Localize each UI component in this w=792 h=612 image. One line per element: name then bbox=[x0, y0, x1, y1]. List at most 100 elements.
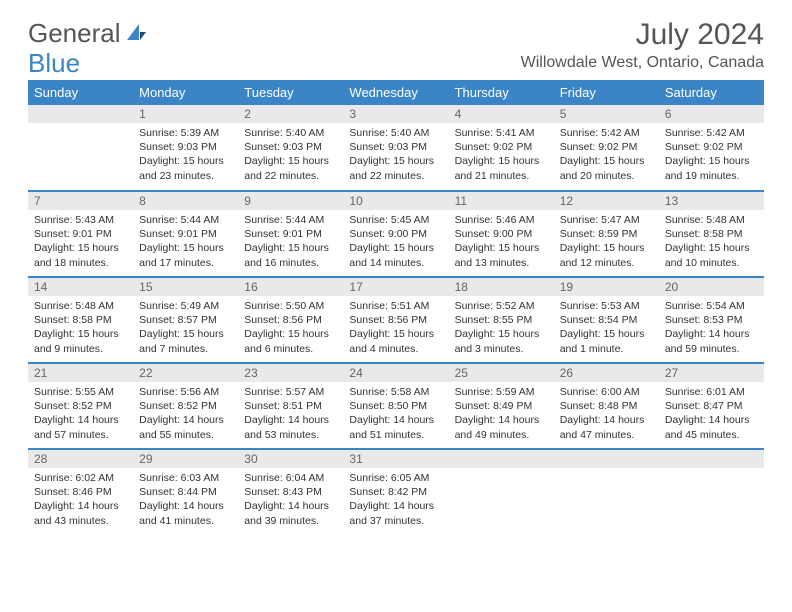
daylight-text: Daylight: 15 hours and 16 minutes. bbox=[244, 241, 337, 269]
day-cell: 14Sunrise: 5:48 AMSunset: 8:58 PMDayligh… bbox=[28, 277, 133, 363]
day-number: 2 bbox=[238, 105, 343, 123]
day-number: 3 bbox=[343, 105, 448, 123]
sunset-text: Sunset: 8:53 PM bbox=[665, 313, 758, 327]
day-details: Sunrise: 5:42 AMSunset: 9:02 PMDaylight:… bbox=[554, 123, 659, 189]
day-number: 9 bbox=[238, 192, 343, 210]
day-details: Sunrise: 5:44 AMSunset: 9:01 PMDaylight:… bbox=[133, 210, 238, 276]
day-details: Sunrise: 5:52 AMSunset: 8:55 PMDaylight:… bbox=[449, 296, 554, 362]
daylight-text: Daylight: 15 hours and 22 minutes. bbox=[244, 154, 337, 182]
sunset-text: Sunset: 9:03 PM bbox=[349, 140, 442, 154]
day-cell: 13Sunrise: 5:48 AMSunset: 8:58 PMDayligh… bbox=[659, 191, 764, 277]
day-number: 23 bbox=[238, 364, 343, 382]
daylight-text: Daylight: 14 hours and 45 minutes. bbox=[665, 413, 758, 441]
day-details: Sunrise: 5:53 AMSunset: 8:54 PMDaylight:… bbox=[554, 296, 659, 362]
day-details: Sunrise: 5:54 AMSunset: 8:53 PMDaylight:… bbox=[659, 296, 764, 362]
sunrise-text: Sunrise: 5:40 AM bbox=[244, 126, 337, 140]
sunset-text: Sunset: 9:03 PM bbox=[244, 140, 337, 154]
day-number: 17 bbox=[343, 278, 448, 296]
day-cell: 22Sunrise: 5:56 AMSunset: 8:52 PMDayligh… bbox=[133, 363, 238, 449]
sunset-text: Sunset: 8:47 PM bbox=[665, 399, 758, 413]
day-details: Sunrise: 6:03 AMSunset: 8:44 PMDaylight:… bbox=[133, 468, 238, 534]
day-details: Sunrise: 5:56 AMSunset: 8:52 PMDaylight:… bbox=[133, 382, 238, 448]
day-cell: 29Sunrise: 6:03 AMSunset: 8:44 PMDayligh… bbox=[133, 449, 238, 535]
sunrise-text: Sunrise: 5:42 AM bbox=[560, 126, 653, 140]
day-details: Sunrise: 5:46 AMSunset: 9:00 PMDaylight:… bbox=[449, 210, 554, 276]
day-details: Sunrise: 5:42 AMSunset: 9:02 PMDaylight:… bbox=[659, 123, 764, 189]
day-number: 28 bbox=[28, 450, 133, 468]
sunrise-text: Sunrise: 5:52 AM bbox=[455, 299, 548, 313]
daylight-text: Daylight: 15 hours and 13 minutes. bbox=[455, 241, 548, 269]
daylight-text: Daylight: 15 hours and 7 minutes. bbox=[139, 327, 232, 355]
day-details: Sunrise: 5:48 AMSunset: 8:58 PMDaylight:… bbox=[28, 296, 133, 362]
day-details: Sunrise: 5:43 AMSunset: 9:01 PMDaylight:… bbox=[28, 210, 133, 276]
day-details: Sunrise: 5:51 AMSunset: 8:56 PMDaylight:… bbox=[343, 296, 448, 362]
sunrise-text: Sunrise: 6:01 AM bbox=[665, 385, 758, 399]
sunrise-text: Sunrise: 5:58 AM bbox=[349, 385, 442, 399]
day-cell: 11Sunrise: 5:46 AMSunset: 9:00 PMDayligh… bbox=[449, 191, 554, 277]
header: General July 2024 Willowdale West, Ontar… bbox=[28, 18, 764, 72]
sunrise-text: Sunrise: 5:47 AM bbox=[560, 213, 653, 227]
sunset-text: Sunset: 9:00 PM bbox=[455, 227, 548, 241]
day-details: Sunrise: 6:01 AMSunset: 8:47 PMDaylight:… bbox=[659, 382, 764, 448]
daylight-text: Daylight: 15 hours and 21 minutes. bbox=[455, 154, 548, 182]
dayheader-mon: Monday bbox=[133, 80, 238, 105]
sunset-text: Sunset: 8:49 PM bbox=[455, 399, 548, 413]
day-cell: 7Sunrise: 5:43 AMSunset: 9:01 PMDaylight… bbox=[28, 191, 133, 277]
day-number: 21 bbox=[28, 364, 133, 382]
daylight-text: Daylight: 14 hours and 47 minutes. bbox=[560, 413, 653, 441]
day-number: 8 bbox=[133, 192, 238, 210]
sunrise-text: Sunrise: 5:44 AM bbox=[244, 213, 337, 227]
day-cell: 24Sunrise: 5:58 AMSunset: 8:50 PMDayligh… bbox=[343, 363, 448, 449]
sunrise-text: Sunrise: 5:53 AM bbox=[560, 299, 653, 313]
sunset-text: Sunset: 8:58 PM bbox=[34, 313, 127, 327]
week-row: 1Sunrise: 5:39 AMSunset: 9:03 PMDaylight… bbox=[28, 105, 764, 191]
day-cell: 18Sunrise: 5:52 AMSunset: 8:55 PMDayligh… bbox=[449, 277, 554, 363]
day-details: Sunrise: 5:47 AMSunset: 8:59 PMDaylight:… bbox=[554, 210, 659, 276]
dayheader-sun: Sunday bbox=[28, 80, 133, 105]
day-number: 30 bbox=[238, 450, 343, 468]
day-cell: 15Sunrise: 5:49 AMSunset: 8:57 PMDayligh… bbox=[133, 277, 238, 363]
sunrise-text: Sunrise: 5:43 AM bbox=[34, 213, 127, 227]
day-cell: 6Sunrise: 5:42 AMSunset: 9:02 PMDaylight… bbox=[659, 105, 764, 191]
day-cell: 16Sunrise: 5:50 AMSunset: 8:56 PMDayligh… bbox=[238, 277, 343, 363]
day-details: Sunrise: 5:50 AMSunset: 8:56 PMDaylight:… bbox=[238, 296, 343, 362]
sunrise-text: Sunrise: 5:56 AM bbox=[139, 385, 232, 399]
week-row: 21Sunrise: 5:55 AMSunset: 8:52 PMDayligh… bbox=[28, 363, 764, 449]
sunset-text: Sunset: 9:01 PM bbox=[34, 227, 127, 241]
daylight-text: Daylight: 15 hours and 6 minutes. bbox=[244, 327, 337, 355]
sunset-text: Sunset: 8:58 PM bbox=[665, 227, 758, 241]
week-row: 14Sunrise: 5:48 AMSunset: 8:58 PMDayligh… bbox=[28, 277, 764, 363]
day-number: 7 bbox=[28, 192, 133, 210]
sunset-text: Sunset: 8:42 PM bbox=[349, 485, 442, 499]
daylight-text: Daylight: 14 hours and 59 minutes. bbox=[665, 327, 758, 355]
sunrise-text: Sunrise: 5:59 AM bbox=[455, 385, 548, 399]
daylight-text: Daylight: 14 hours and 53 minutes. bbox=[244, 413, 337, 441]
sunrise-text: Sunrise: 5:44 AM bbox=[139, 213, 232, 227]
daylight-text: Daylight: 15 hours and 12 minutes. bbox=[560, 241, 653, 269]
day-number bbox=[659, 450, 764, 468]
day-cell: 2 Sunrise: 5:40 AMSunset: 9:03 PMDaylight… bbox=[238, 105, 343, 191]
day-cell: 31Sunrise: 6:05 AMSunset: 8:42 PMDayligh… bbox=[343, 449, 448, 535]
dayheader-sat: Saturday bbox=[659, 80, 764, 105]
sunrise-text: Sunrise: 5:41 AM bbox=[455, 126, 548, 140]
day-number: 31 bbox=[343, 450, 448, 468]
sunrise-text: Sunrise: 6:00 AM bbox=[560, 385, 653, 399]
brand-part2: Blue bbox=[28, 48, 80, 79]
day-details: Sunrise: 6:04 AMSunset: 8:43 PMDaylight:… bbox=[238, 468, 343, 534]
daylight-text: Daylight: 15 hours and 20 minutes. bbox=[560, 154, 653, 182]
sunset-text: Sunset: 9:01 PM bbox=[139, 227, 232, 241]
week-row: 28Sunrise: 6:02 AMSunset: 8:46 PMDayligh… bbox=[28, 449, 764, 535]
calendar-body: 1Sunrise: 5:39 AMSunset: 9:03 PMDaylight… bbox=[28, 105, 764, 535]
day-cell: 21Sunrise: 5:55 AMSunset: 8:52 PMDayligh… bbox=[28, 363, 133, 449]
sunset-text: Sunset: 9:02 PM bbox=[560, 140, 653, 154]
day-cell: 28Sunrise: 6:02 AMSunset: 8:46 PMDayligh… bbox=[28, 449, 133, 535]
sunrise-text: Sunrise: 6:05 AM bbox=[349, 471, 442, 485]
sunset-text: Sunset: 8:56 PM bbox=[349, 313, 442, 327]
day-cell: 23Sunrise: 5:57 AMSunset: 8:51 PMDayligh… bbox=[238, 363, 343, 449]
daylight-text: Daylight: 15 hours and 9 minutes. bbox=[34, 327, 127, 355]
sunset-text: Sunset: 8:50 PM bbox=[349, 399, 442, 413]
daylight-text: Daylight: 15 hours and 17 minutes. bbox=[139, 241, 232, 269]
daylight-text: Daylight: 15 hours and 22 minutes. bbox=[349, 154, 442, 182]
day-details: Sunrise: 5:55 AMSunset: 8:52 PMDaylight:… bbox=[28, 382, 133, 448]
day-number: 29 bbox=[133, 450, 238, 468]
